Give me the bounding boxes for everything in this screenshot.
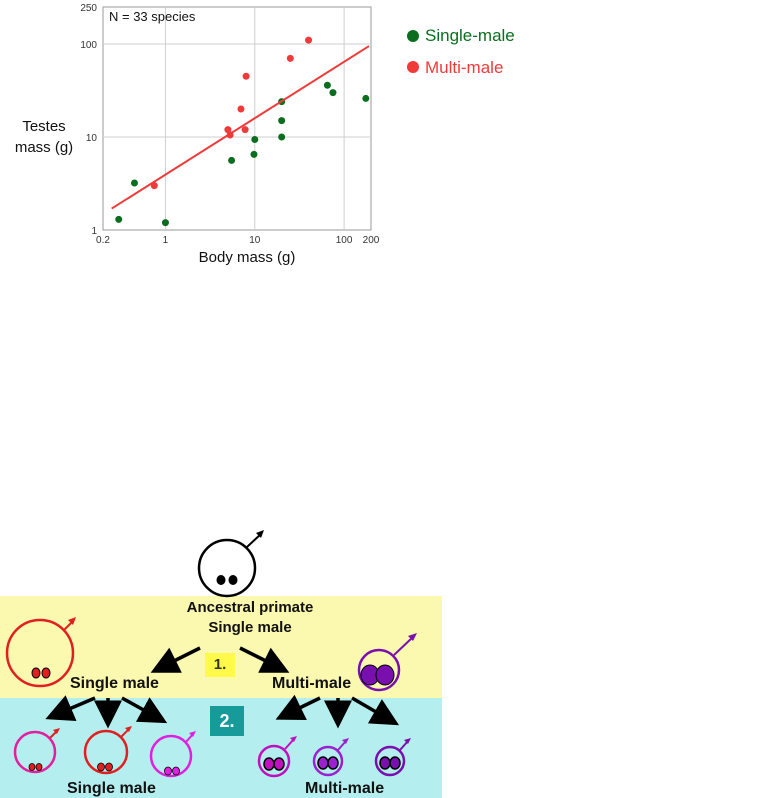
y-tick-label: 250	[80, 3, 97, 14]
arrows-step2-single	[45, 695, 168, 729]
x-tick-label: 0.2	[96, 235, 110, 246]
single-male-point	[130, 179, 138, 187]
legend-marker-single-male	[407, 30, 419, 42]
data-points	[115, 36, 370, 227]
single-male-descendant-1-icon	[13, 728, 60, 774]
x-axis-title: Body mass (g)	[199, 249, 296, 266]
sample-size-annotation: N = 33 species	[109, 9, 196, 24]
single-male-label-top: Single male	[70, 675, 159, 692]
multi-male-top-icon	[357, 633, 417, 692]
single-male-descendant-2-icon	[83, 726, 132, 775]
trend-line	[111, 45, 370, 210]
multi-male-point	[224, 126, 232, 134]
y-tick-label: 10	[86, 133, 98, 144]
single-male-point	[278, 133, 286, 141]
multi-male-label-top: Multi-male	[272, 675, 352, 692]
grid-lines	[103, 7, 371, 230]
root-label: Ancestral primate Single male	[160, 598, 340, 638]
multi-male-point	[305, 36, 313, 44]
root-label-line2: Single male	[208, 619, 292, 636]
single-male-point	[251, 136, 259, 144]
x-tick-label: 10	[249, 235, 261, 246]
y-axis-title-line1: Testes	[22, 118, 65, 135]
legend-label-single-male: Single-male	[425, 26, 515, 45]
step-2-badge: 2.	[210, 706, 244, 736]
y-axis-title-line2: mass (g)	[15, 139, 73, 156]
multi-male-label-bottom: Multi-male	[305, 780, 385, 797]
multi-male-descendant-2-icon	[312, 738, 349, 777]
arrows-step2-multi	[275, 694, 400, 729]
single-male-point	[228, 156, 236, 164]
multi-male-point	[237, 105, 245, 113]
multi-male-descendant-1-icon	[257, 736, 297, 778]
legend: Single-male Multi-male	[407, 26, 515, 77]
y-tick-label: 100	[80, 40, 97, 51]
single-male-point	[161, 219, 169, 227]
single-male-point	[250, 150, 258, 158]
single-male-point	[115, 215, 123, 223]
plot-area	[102, 6, 372, 231]
root-primate-icon	[197, 530, 264, 598]
legend-label-multi-male: Multi-male	[425, 58, 503, 77]
legend-marker-multi-male	[407, 61, 419, 73]
single-male-top-icon	[5, 617, 76, 688]
y-tick-label: 1	[91, 226, 97, 237]
step-1-badge: 1.	[205, 653, 235, 677]
single-male-point	[323, 81, 331, 89]
multi-male-point	[286, 54, 294, 62]
x-tick-label: 100	[336, 235, 353, 246]
x-tick-label: 200	[363, 235, 380, 246]
single-male-descendant-3-icon	[149, 731, 196, 778]
single-male-label-bottom: Single male	[67, 780, 156, 797]
single-male-point	[362, 94, 370, 102]
single-male-point	[329, 89, 337, 97]
x-tick-label: 1	[163, 235, 169, 246]
evolution-tree-diagram	[5, 530, 417, 778]
root-label-line1: Ancestral primate	[186, 599, 314, 616]
multi-male-point	[242, 72, 250, 80]
plot-border	[102, 6, 372, 231]
single-male-point	[278, 117, 286, 125]
multi-male-descendant-3-icon	[374, 738, 411, 777]
arrows-step1	[150, 646, 290, 673]
multi-male-point	[241, 126, 249, 134]
